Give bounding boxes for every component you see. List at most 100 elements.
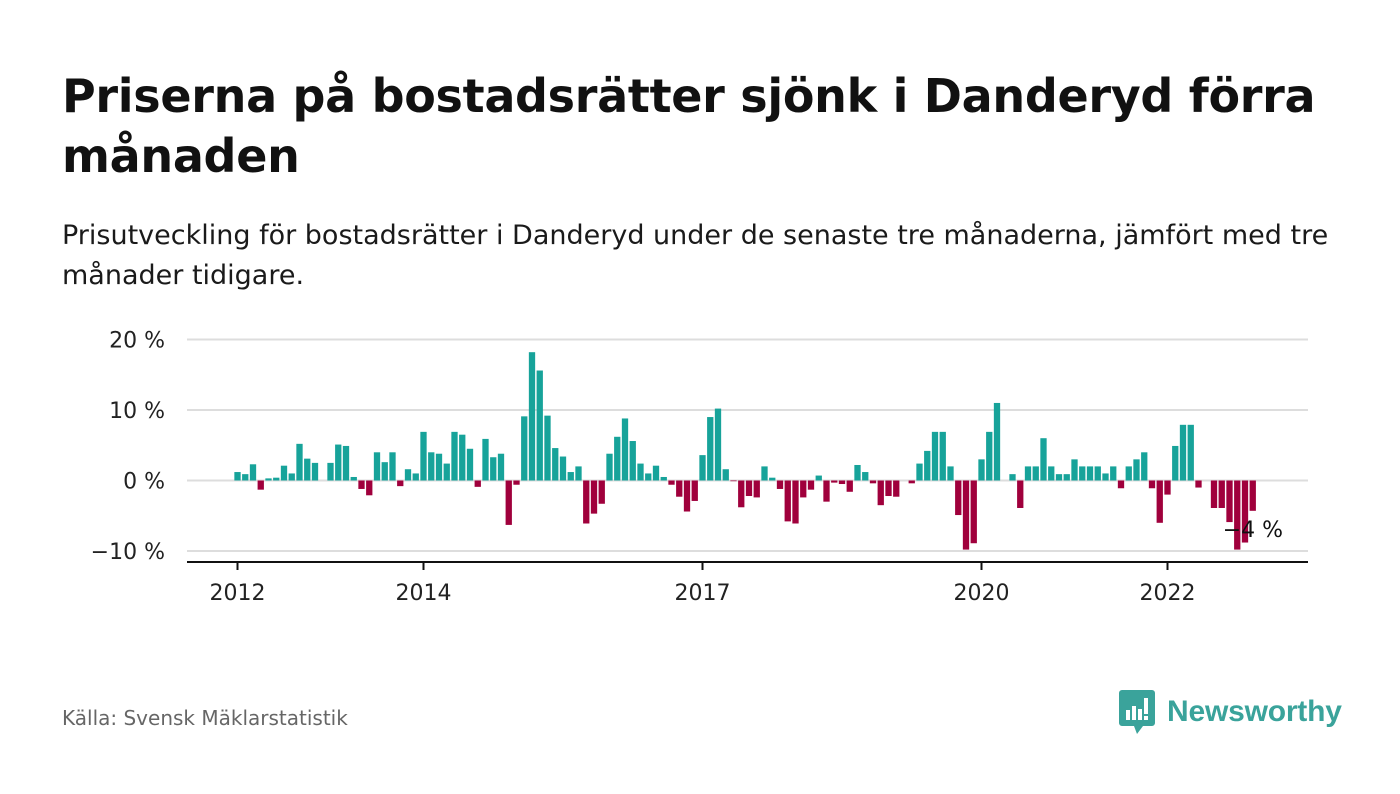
bar bbox=[606, 453, 613, 481]
bar bbox=[242, 474, 249, 481]
bar bbox=[249, 464, 257, 481]
chart-title: Priserna på bostadsrätter sjönk i Dander… bbox=[62, 69, 1316, 183]
bar bbox=[1133, 459, 1140, 481]
bar bbox=[769, 477, 776, 481]
bar bbox=[420, 431, 427, 481]
bar bbox=[691, 480, 698, 501]
bar bbox=[288, 473, 295, 481]
bar bbox=[1218, 480, 1225, 508]
bar bbox=[660, 476, 667, 481]
bar bbox=[986, 431, 993, 481]
bar bbox=[854, 464, 861, 481]
bar bbox=[722, 469, 729, 481]
bar bbox=[714, 408, 722, 481]
bar bbox=[838, 480, 846, 485]
bar bbox=[528, 352, 536, 481]
bar bbox=[234, 472, 241, 481]
y-tick-label: 20 % bbox=[109, 329, 165, 354]
y-tick-label: 0 % bbox=[123, 470, 165, 495]
bar bbox=[1141, 452, 1148, 481]
bar bbox=[536, 370, 543, 481]
bar bbox=[1226, 480, 1233, 523]
newsworthy-logo: Newsworthy bbox=[1119, 690, 1342, 734]
bar bbox=[1156, 480, 1163, 523]
bar bbox=[544, 415, 551, 481]
bar bbox=[521, 416, 528, 481]
bar bbox=[1172, 445, 1179, 481]
bar bbox=[1048, 466, 1055, 481]
bar bbox=[304, 458, 311, 481]
bar bbox=[404, 469, 412, 481]
newsworthy-logo-icon bbox=[1119, 690, 1155, 734]
bar bbox=[1187, 424, 1194, 481]
bar bbox=[311, 462, 319, 481]
bar bbox=[397, 480, 404, 487]
bar bbox=[459, 434, 466, 481]
source-note: Källa: Svensk Mäklarstatistik bbox=[62, 706, 348, 730]
bar bbox=[1055, 474, 1063, 481]
x-axis-labels: 2012 2014 2017 2020 2022 bbox=[210, 562, 1196, 606]
bar bbox=[745, 480, 753, 497]
bar bbox=[1009, 474, 1016, 481]
bar bbox=[1195, 480, 1202, 488]
bar bbox=[1164, 480, 1171, 495]
bar bbox=[683, 480, 691, 512]
x-tick-label: 2012 bbox=[210, 581, 266, 606]
bar bbox=[598, 480, 605, 504]
bar bbox=[474, 480, 481, 487]
bar bbox=[738, 480, 745, 508]
bar bbox=[335, 444, 342, 481]
bar bbox=[652, 465, 660, 481]
bar bbox=[893, 480, 900, 497]
bar bbox=[342, 445, 350, 481]
bar bbox=[575, 466, 582, 481]
bar bbox=[955, 480, 962, 516]
bar bbox=[699, 455, 706, 481]
bar bbox=[885, 480, 892, 497]
y-axis-labels: 20 % 10 % 0 % −10 % bbox=[91, 329, 165, 566]
bar bbox=[366, 480, 373, 496]
bars bbox=[234, 352, 1256, 550]
bar bbox=[1094, 466, 1101, 481]
bar bbox=[1024, 466, 1032, 481]
bar bbox=[676, 480, 683, 497]
bar bbox=[947, 466, 954, 481]
bar bbox=[707, 417, 714, 481]
bar bbox=[993, 402, 1001, 481]
bar bbox=[482, 438, 489, 481]
bar bbox=[970, 480, 977, 544]
bar bbox=[1117, 480, 1125, 489]
x-tick-label: 2017 bbox=[675, 581, 731, 606]
bar bbox=[668, 480, 675, 485]
bar bbox=[939, 431, 946, 481]
bar bbox=[590, 480, 598, 514]
bar bbox=[497, 453, 505, 481]
bar bbox=[753, 480, 760, 498]
bar bbox=[466, 448, 474, 481]
bar bbox=[567, 472, 574, 481]
bar bbox=[862, 472, 869, 481]
bar bbox=[629, 441, 636, 481]
bar bbox=[916, 463, 923, 481]
bar bbox=[931, 431, 939, 481]
bar bbox=[1086, 466, 1094, 481]
bar bbox=[807, 480, 815, 490]
bar bbox=[1102, 473, 1109, 481]
bar bbox=[280, 465, 288, 481]
bar bbox=[831, 480, 838, 483]
bar bbox=[552, 448, 559, 481]
chart-subtitle: Prisutveckling för bostadsrätter i Dande… bbox=[62, 220, 1329, 291]
bar bbox=[792, 480, 799, 524]
bar bbox=[908, 480, 915, 484]
bar bbox=[815, 475, 822, 481]
bar bbox=[1071, 459, 1078, 481]
bar bbox=[513, 480, 520, 485]
bar bbox=[505, 480, 512, 525]
bar bbox=[1125, 466, 1132, 481]
bar bbox=[373, 452, 381, 481]
bar bbox=[869, 480, 877, 484]
bar bbox=[800, 480, 807, 498]
bar bbox=[273, 477, 280, 481]
bar bbox=[451, 431, 458, 481]
bar bbox=[823, 480, 830, 502]
